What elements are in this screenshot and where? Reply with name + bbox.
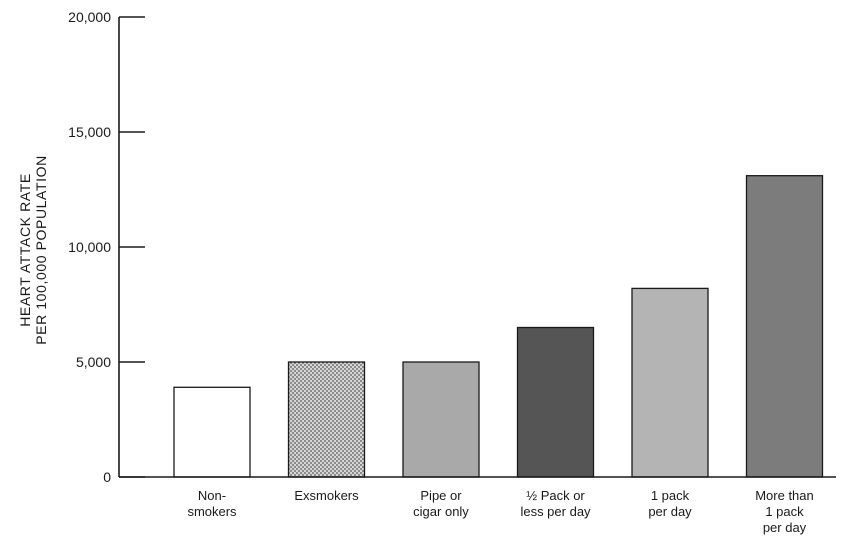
- y-axis-title: HEART ATTACK RATE PER 100,000 POPULATION: [17, 155, 49, 345]
- y-axis-ticks: 0 5,000 10,000 15,000 20,000: [68, 9, 145, 485]
- category-label: smokers: [187, 504, 237, 519]
- category-label: per day: [648, 504, 692, 519]
- category-label: Exsmokers: [294, 488, 359, 503]
- bar: [631, 287, 709, 478]
- category-label: cigar only: [413, 504, 469, 519]
- category-label: per day: [763, 520, 807, 535]
- y-tick-label: 15,000: [68, 124, 111, 140]
- y-tick-label: 20,000: [68, 9, 111, 25]
- category-label: Pipe or: [420, 488, 462, 503]
- y-tick-label: 0: [103, 469, 111, 485]
- bar: [173, 386, 251, 478]
- y-axis-title-line: HEART ATTACK RATE: [17, 173, 33, 327]
- category-label: 1 pack: [765, 504, 804, 519]
- category-label: ½ Pack or: [526, 488, 585, 503]
- category-label: 1 pack: [651, 488, 690, 503]
- category-label: Non-: [198, 488, 226, 503]
- bar: [516, 326, 595, 478]
- bar: [287, 361, 366, 478]
- y-tick-label: 5,000: [76, 354, 111, 370]
- bar: [745, 175, 824, 478]
- y-axis-title-line: PER 100,000 POPULATION: [33, 155, 49, 345]
- bar: [402, 361, 480, 478]
- bars: [173, 175, 824, 478]
- category-label: less per day: [520, 504, 591, 519]
- category-label: More than: [755, 488, 814, 503]
- y-tick-label: 10,000: [68, 239, 111, 255]
